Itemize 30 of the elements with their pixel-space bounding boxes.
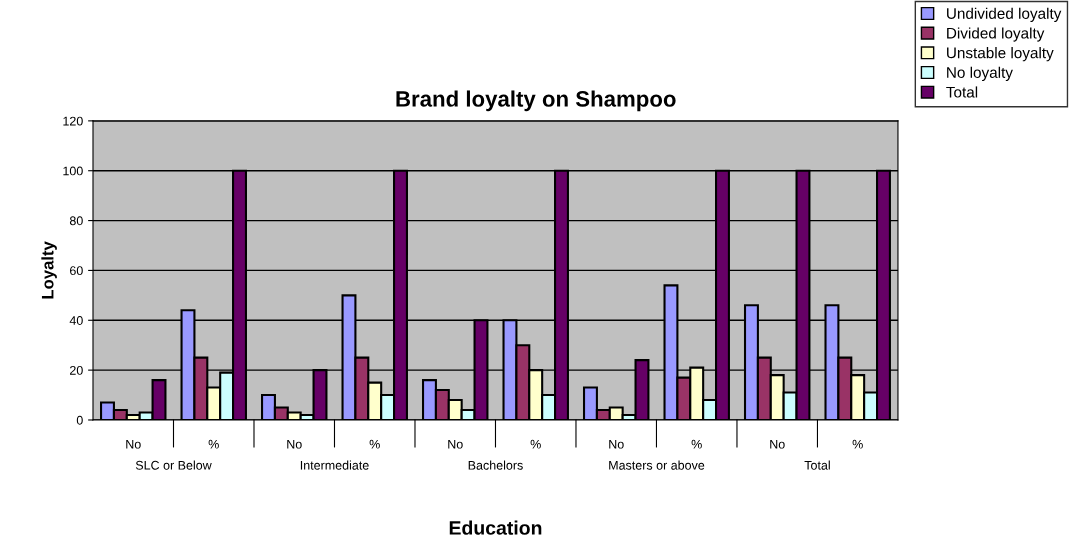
x-tick-label: % [691, 439, 702, 449]
legend-label: No loyalty [947, 66, 1013, 81]
legend-label: Unstable loyalty [947, 47, 1054, 62]
x-tick-label: No [287, 439, 302, 449]
text: Bachelors [468, 460, 523, 470]
y-tick-label: 80 [69, 216, 83, 226]
text: Masters or above [609, 460, 705, 470]
x-tick-label: No [770, 439, 785, 449]
y-tick-label: 0 [76, 415, 83, 425]
y-axis-title: Loyalty [41, 241, 57, 299]
y-tick-label: 20 [70, 365, 83, 375]
x-tick-label: % [530, 439, 541, 449]
y-tick-label: 40 [69, 316, 83, 325]
y-tick-label: 100 [63, 166, 83, 176]
legend-label: Undivided loyalty [947, 7, 1062, 22]
text: SLC or Below [135, 460, 212, 470]
x-tick-label: % [208, 439, 219, 449]
x-tick-label: % [369, 439, 380, 449]
text: Total [804, 460, 830, 470]
chart-title: Brand loyalty on Shampoo [396, 90, 676, 112]
legend-label: Total [946, 86, 978, 98]
x-tick-label: No [126, 439, 141, 449]
x-tick-label: No [448, 439, 463, 449]
legend-label: Divided loyalty [947, 27, 1045, 42]
text: Intermediate [300, 460, 369, 470]
x-axis-title: Education [449, 520, 542, 535]
x-tick-label: No [609, 439, 624, 449]
y-tick-label: 120 [63, 116, 83, 126]
x-tick-label: % [852, 439, 863, 449]
y-tick-label: 60 [70, 266, 83, 276]
